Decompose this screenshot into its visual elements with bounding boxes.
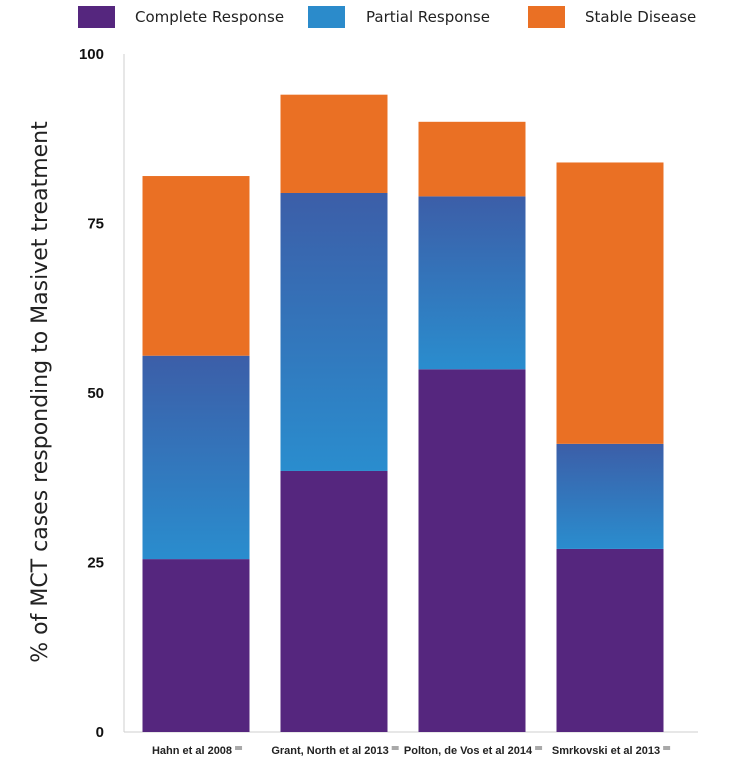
y-axis-ticks: 0 25 50 75 100 [79, 46, 104, 741]
bar-stable-disease [142, 176, 250, 356]
bar-stable-disease [556, 162, 664, 444]
legend-label-partial-response: Partial Response [366, 8, 490, 26]
reference-mark-icon [235, 746, 243, 750]
y-tick-label: 100 [79, 46, 104, 63]
bar-partial-response [280, 192, 388, 471]
reference-mark-icon [663, 746, 671, 750]
bar-stable-disease [280, 94, 388, 193]
y-tick-label: 50 [87, 385, 104, 402]
x-category-label: Hahn et al 2008 [152, 745, 232, 757]
reference-mark-icon [391, 746, 399, 750]
legend: Complete Response Partial Response Stabl… [78, 6, 696, 28]
bar-complete-response [280, 470, 388, 732]
bar-complete-response [556, 548, 664, 732]
x-axis-labels: Hahn et al 2008 Grant, North et al 2013 Po… [152, 745, 671, 757]
legend-label-complete-response: Complete Response [135, 8, 284, 26]
x-category-label: Polton, de Vos et al 2014 [404, 745, 533, 757]
bar-partial-response [142, 355, 250, 560]
reference-mark-icon [535, 746, 543, 750]
bar-partial-response [418, 196, 526, 370]
legend-swatch-complete-response [78, 6, 115, 28]
legend-swatch-stable-disease [528, 6, 565, 28]
bars [142, 94, 664, 732]
y-tick-label: 25 [87, 555, 104, 572]
bar-complete-response [418, 369, 526, 732]
y-tick-label: 0 [96, 724, 104, 741]
y-tick-label: 75 [87, 216, 104, 233]
x-category-label: Grant, North et al 2013 [271, 745, 388, 757]
y-axis-title: % of MCT cases responding to Masivet tre… [28, 121, 53, 663]
bar-partial-response [556, 443, 664, 549]
x-category-label: Smrkovski et al 2013 [552, 745, 660, 757]
bar-complete-response [142, 559, 250, 732]
legend-label-stable-disease: Stable Disease [585, 8, 696, 26]
legend-swatch-partial-response [308, 6, 345, 28]
bar-stable-disease [418, 121, 526, 197]
